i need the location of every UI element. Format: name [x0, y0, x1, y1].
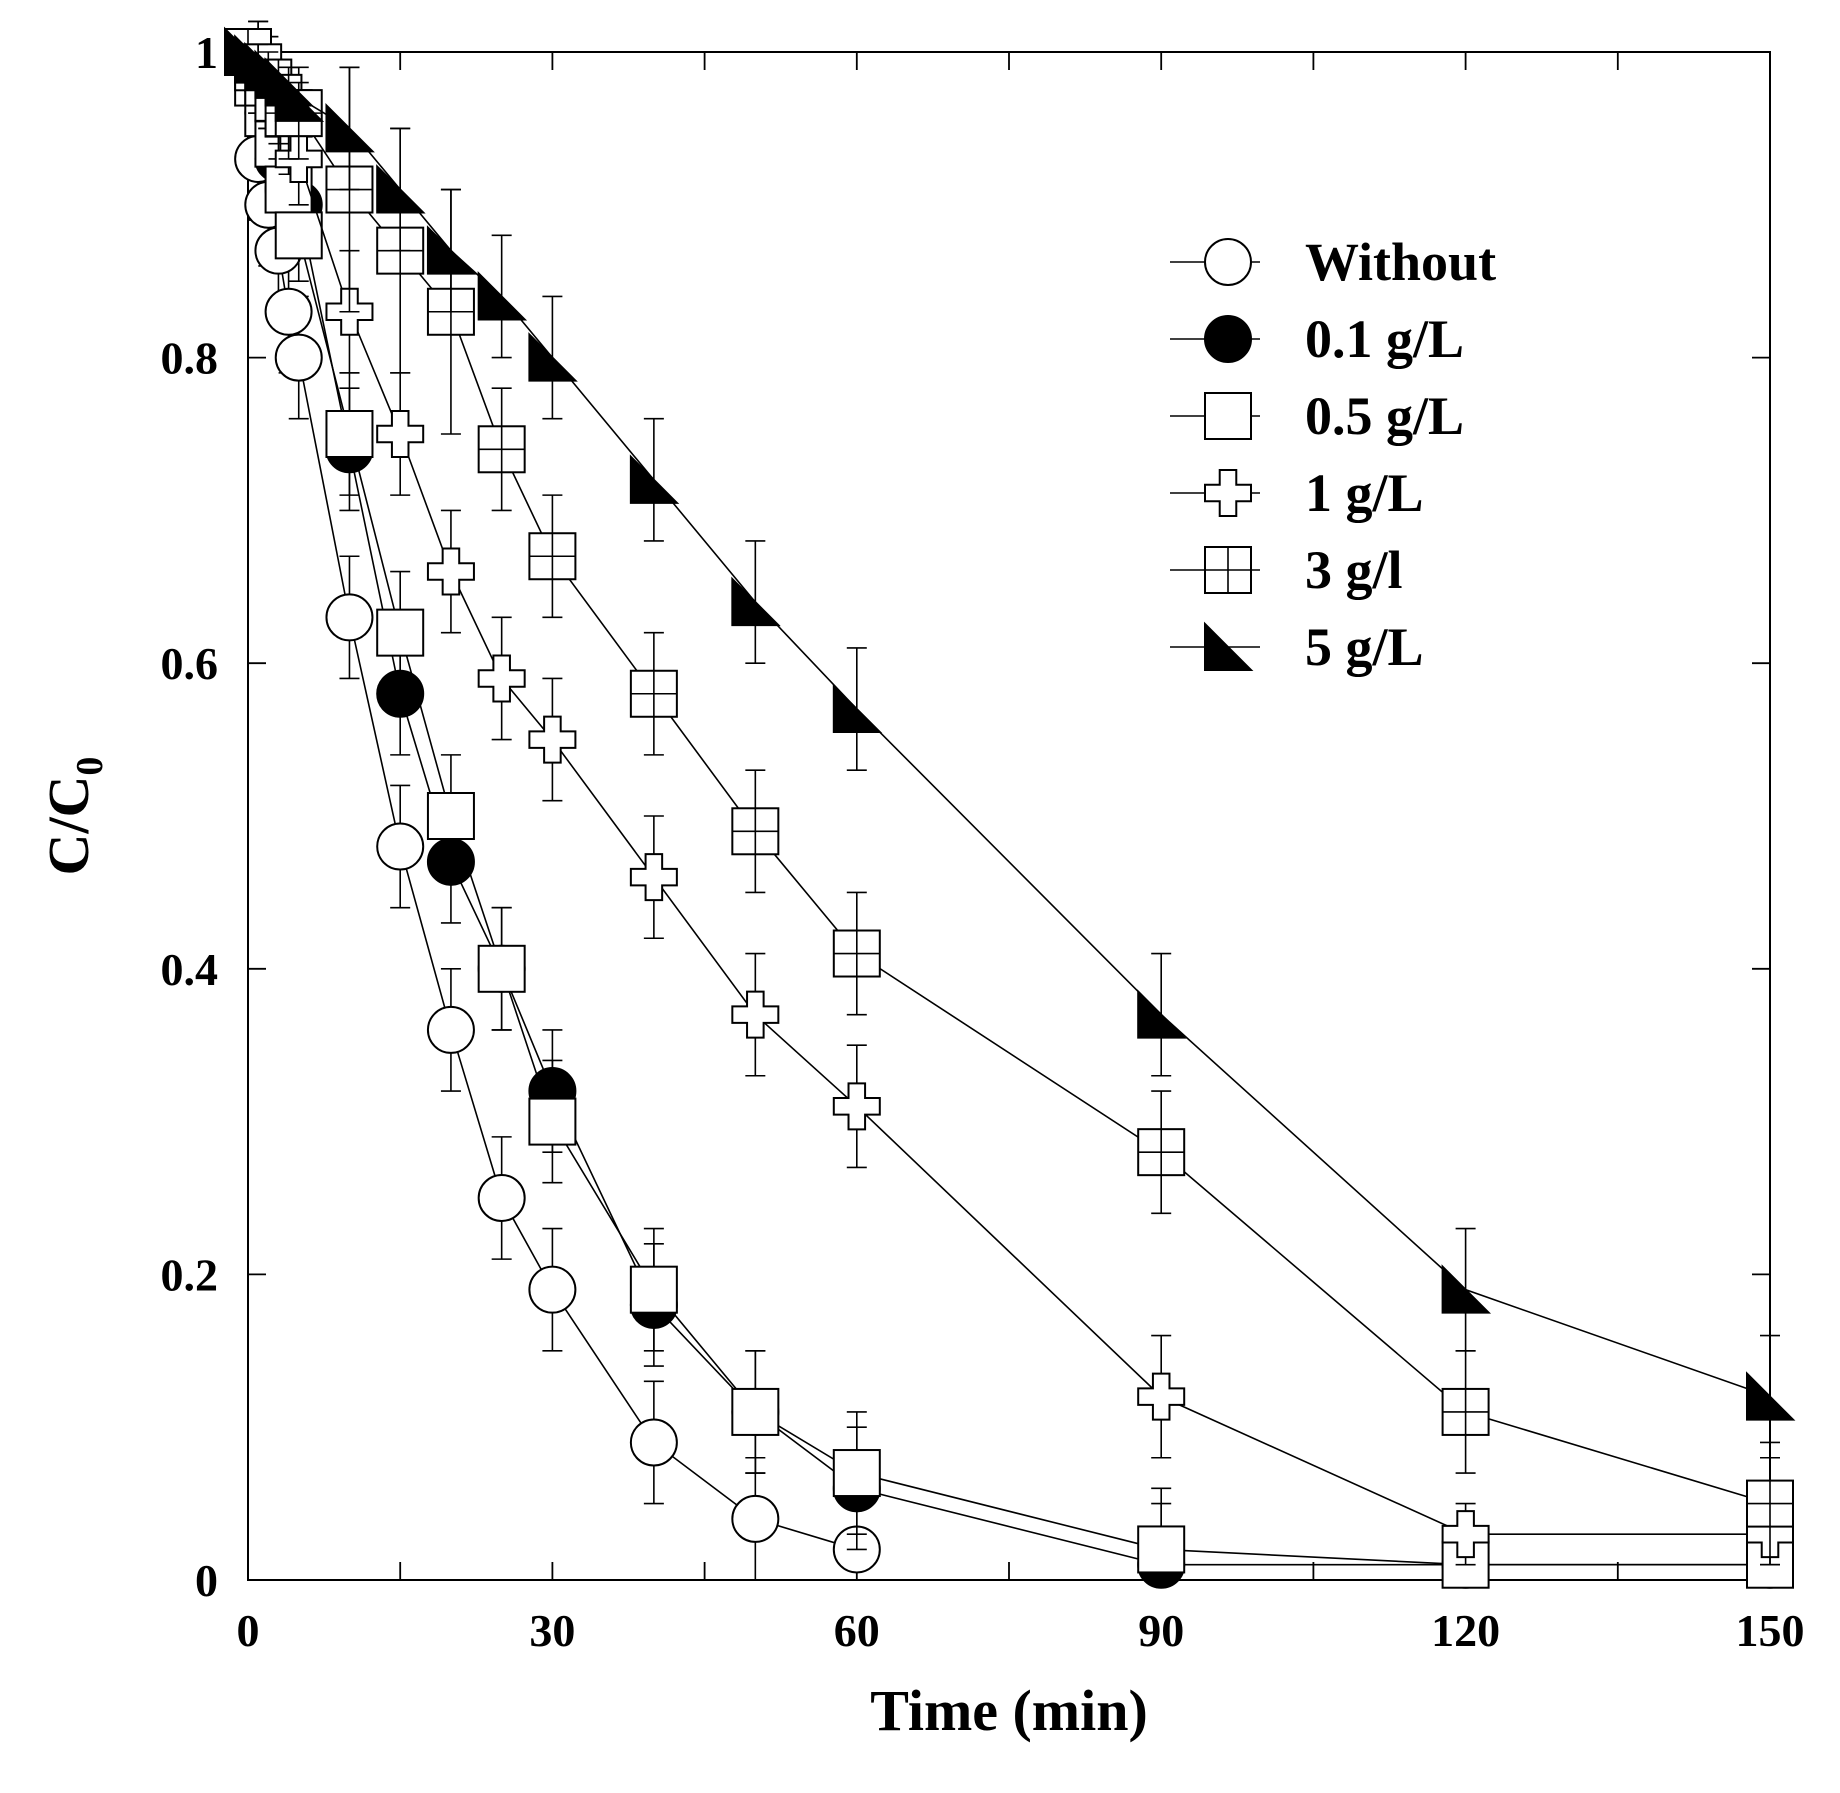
data-point — [629, 1265, 678, 1314]
data-point — [426, 547, 475, 596]
data-point — [477, 944, 526, 993]
legend-label: 1 g/L — [1305, 463, 1424, 523]
data-point — [629, 853, 678, 902]
legend-entry: 1 g/L — [1170, 463, 1424, 523]
data-point — [1746, 1479, 1794, 1528]
data-point — [477, 425, 526, 474]
data-point — [426, 792, 475, 840]
data-point — [832, 929, 881, 978]
series-line — [247, 51, 1771, 1398]
data-point — [629, 454, 680, 504]
series-layer — [224, 20, 1796, 1589]
legend-entry: 3 g/l — [1170, 540, 1403, 600]
series-without — [224, 28, 881, 1581]
y-tick-label: 0.2 — [161, 1249, 219, 1300]
y-axis-title: C/C0 — [36, 757, 111, 876]
data-point — [528, 332, 578, 382]
data-point — [274, 72, 325, 122]
legend-label: 0.5 g/L — [1305, 386, 1464, 446]
data-point — [264, 287, 313, 336]
data-point — [274, 333, 323, 382]
series-5-g-l — [224, 26, 1796, 1459]
x-tick-label: 30 — [529, 1605, 575, 1656]
x-tick-label: 60 — [834, 1605, 880, 1656]
data-point — [376, 822, 425, 871]
data-point — [477, 271, 528, 321]
legend-marker — [1204, 392, 1252, 440]
data-point — [1441, 1387, 1490, 1436]
data-point — [731, 1387, 780, 1436]
legend-label: 5 g/L — [1305, 617, 1424, 677]
data-point — [376, 410, 425, 458]
series-line — [247, 51, 1771, 1505]
legend-entry: Without — [1170, 232, 1496, 292]
y-axis-title-main: C/C — [36, 776, 101, 876]
data-point — [731, 807, 780, 856]
data-point — [426, 225, 477, 275]
data-point — [1441, 1510, 1490, 1559]
data-point — [325, 593, 374, 642]
data-point — [528, 532, 577, 581]
axes-layer: 0 30 60 90 120 150 0 0.2 0.4 0.6 0.8 1 — [161, 27, 1805, 1656]
axis-labels: Time (min) C/C0 — [36, 757, 1148, 1743]
data-point — [528, 1097, 577, 1146]
y-tick-label: 0.8 — [161, 333, 219, 384]
data-point — [528, 715, 577, 764]
legend: Without 0.1 g/L 0.5 g/L 1 g/L 3 g/l 5 g/L — [1170, 232, 1496, 677]
data-point — [325, 102, 375, 153]
data-point — [1441, 1264, 1492, 1314]
data-point — [832, 683, 883, 734]
data-point — [477, 654, 526, 703]
legend-label: Without — [1305, 232, 1496, 292]
legend-marker — [1204, 238, 1252, 286]
x-tick-label: 120 — [1431, 1605, 1500, 1656]
legend-marker — [1204, 469, 1252, 517]
x-tick-label: 90 — [1138, 1605, 1184, 1656]
x-axis-title: Time (min) — [870, 1678, 1148, 1743]
x-tick-label: 150 — [1736, 1605, 1805, 1656]
data-point — [376, 164, 426, 214]
data-point — [1746, 1371, 1796, 1421]
legend-entry: 0.5 g/L — [1170, 386, 1464, 446]
legend-entry: 0.1 g/L — [1170, 309, 1464, 369]
legend-entry: 5 g/L — [1170, 617, 1424, 677]
legend-label: 0.1 g/L — [1305, 309, 1464, 369]
data-point — [731, 990, 780, 1039]
data-point — [1137, 1128, 1186, 1177]
data-point — [1137, 1372, 1186, 1421]
legend-marker — [1204, 546, 1252, 594]
legend-label: 3 g/l — [1305, 540, 1403, 600]
data-point — [731, 1494, 780, 1543]
x-tick-label: 0 — [237, 1605, 260, 1656]
data-point — [731, 576, 781, 627]
data-point — [376, 608, 425, 657]
y-tick-label: 0.4 — [161, 944, 219, 995]
data-point — [1137, 989, 1187, 1039]
data-point — [629, 1418, 678, 1467]
data-point — [528, 1265, 577, 1314]
data-point — [274, 211, 323, 260]
y-tick-label: 0.6 — [161, 638, 219, 689]
data-point — [629, 669, 678, 718]
data-point — [477, 1174, 526, 1222]
data-point — [832, 1082, 881, 1131]
y-tick-label: 0 — [195, 1555, 218, 1606]
data-point — [426, 1005, 475, 1054]
data-point — [325, 410, 374, 458]
data-point — [1137, 1525, 1186, 1574]
series-line — [247, 51, 1770, 1566]
y-axis-title-subscript: 0 — [69, 757, 111, 776]
y-tick-label: 1 — [195, 27, 218, 78]
legend-marker — [1204, 621, 1254, 671]
legend-marker — [1204, 315, 1252, 363]
data-point — [832, 1449, 881, 1498]
plot-frame — [247, 51, 1771, 1581]
series-line — [247, 51, 1770, 1566]
